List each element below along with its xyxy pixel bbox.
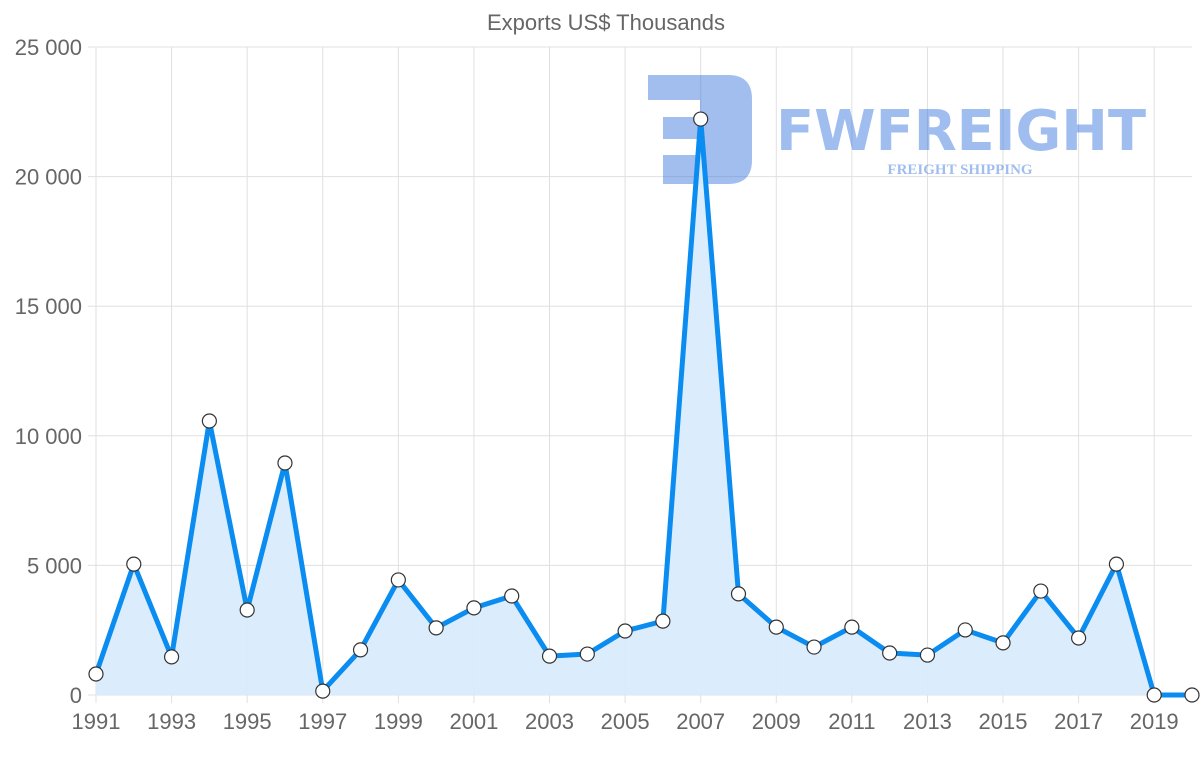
data-point-1994[interactable] — [201, 413, 217, 429]
x-tick-label: 2013 — [903, 709, 952, 734]
data-point-2009[interactable] — [768, 619, 784, 635]
x-tick-label: 2001 — [449, 709, 498, 734]
x-tick-label: 2003 — [525, 709, 574, 734]
x-tick-label: 2017 — [1054, 709, 1103, 734]
x-tick-label: 1999 — [374, 709, 423, 734]
data-point-2007[interactable] — [693, 111, 709, 127]
data-point-1991[interactable] — [88, 666, 104, 682]
x-tick-label: 1993 — [147, 709, 196, 734]
data-point-2011[interactable] — [844, 619, 860, 635]
y-tick-label: 10 000 — [15, 424, 82, 449]
x-tick-label: 2019 — [1130, 709, 1179, 734]
data-point-1992[interactable] — [126, 556, 142, 572]
series-line — [93, 116, 1192, 698]
x-tick-label: 2005 — [601, 709, 650, 734]
data-point-2004[interactable] — [579, 646, 595, 662]
data-point-2006[interactable] — [655, 613, 671, 629]
chart-title: Exports US$ Thousands — [487, 10, 725, 35]
x-tick-label: 1995 — [223, 709, 272, 734]
data-point-1999[interactable] — [390, 572, 406, 588]
data-point-1997[interactable] — [315, 683, 331, 699]
y-tick-label: 20 000 — [15, 165, 82, 190]
fwfreight-watermark-logo: FWFREIGHT FREIGHT SHIPPING — [648, 75, 1146, 184]
y-tick-label: 0 — [70, 683, 82, 708]
data-point-2020[interactable] — [1184, 687, 1200, 703]
data-point-1998[interactable] — [352, 642, 369, 658]
x-tick-label: 1997 — [298, 709, 347, 734]
data-point-2002[interactable] — [504, 588, 520, 604]
data-point-2013[interactable] — [919, 647, 936, 663]
data-point-2000[interactable] — [428, 620, 444, 636]
y-axis-ticks: 0 5 000 10 000 15 000 20 000 25 000 — [15, 35, 82, 708]
data-point-1995[interactable] — [239, 602, 255, 618]
data-point-2008[interactable] — [730, 586, 747, 602]
data-point-1993[interactable] — [163, 649, 180, 665]
y-tick-label: 15 000 — [15, 294, 82, 319]
data-points — [88, 111, 1200, 703]
x-tick-label: 1991 — [72, 709, 121, 734]
data-point-2010[interactable] — [806, 639, 822, 655]
data-point-2005[interactable] — [617, 623, 633, 639]
x-tick-label: 2011 — [828, 709, 875, 734]
data-point-2003[interactable] — [541, 648, 558, 664]
svg-text:FREIGHT SHIPPING: FREIGHT SHIPPING — [887, 162, 1032, 178]
data-point-2016[interactable] — [1033, 583, 1049, 599]
data-point-2017[interactable] — [1071, 630, 1087, 646]
y-tick-label: 5 000 — [27, 553, 82, 578]
y-tick-label: 25 000 — [15, 35, 82, 60]
data-point-2019[interactable] — [1146, 687, 1162, 703]
x-axis-ticks: 1991 1993 1995 1997 1999 2001 2003 2005 2007 2009… — [72, 709, 1179, 734]
data-point-1996[interactable] — [277, 455, 293, 471]
data-point-2018[interactable] — [1108, 556, 1125, 572]
data-point-2001[interactable] — [466, 600, 482, 616]
data-point-2015[interactable] — [995, 635, 1011, 651]
grid — [88, 46, 1192, 703]
x-tick-label: 2007 — [676, 709, 725, 734]
svg-text:FWFREIGHT: FWFREIGHT — [776, 99, 1146, 164]
data-point-2012[interactable] — [882, 645, 898, 661]
x-tick-label: 2009 — [752, 709, 801, 734]
data-point-2014[interactable] — [957, 622, 973, 638]
x-tick-label: 2015 — [979, 709, 1028, 734]
